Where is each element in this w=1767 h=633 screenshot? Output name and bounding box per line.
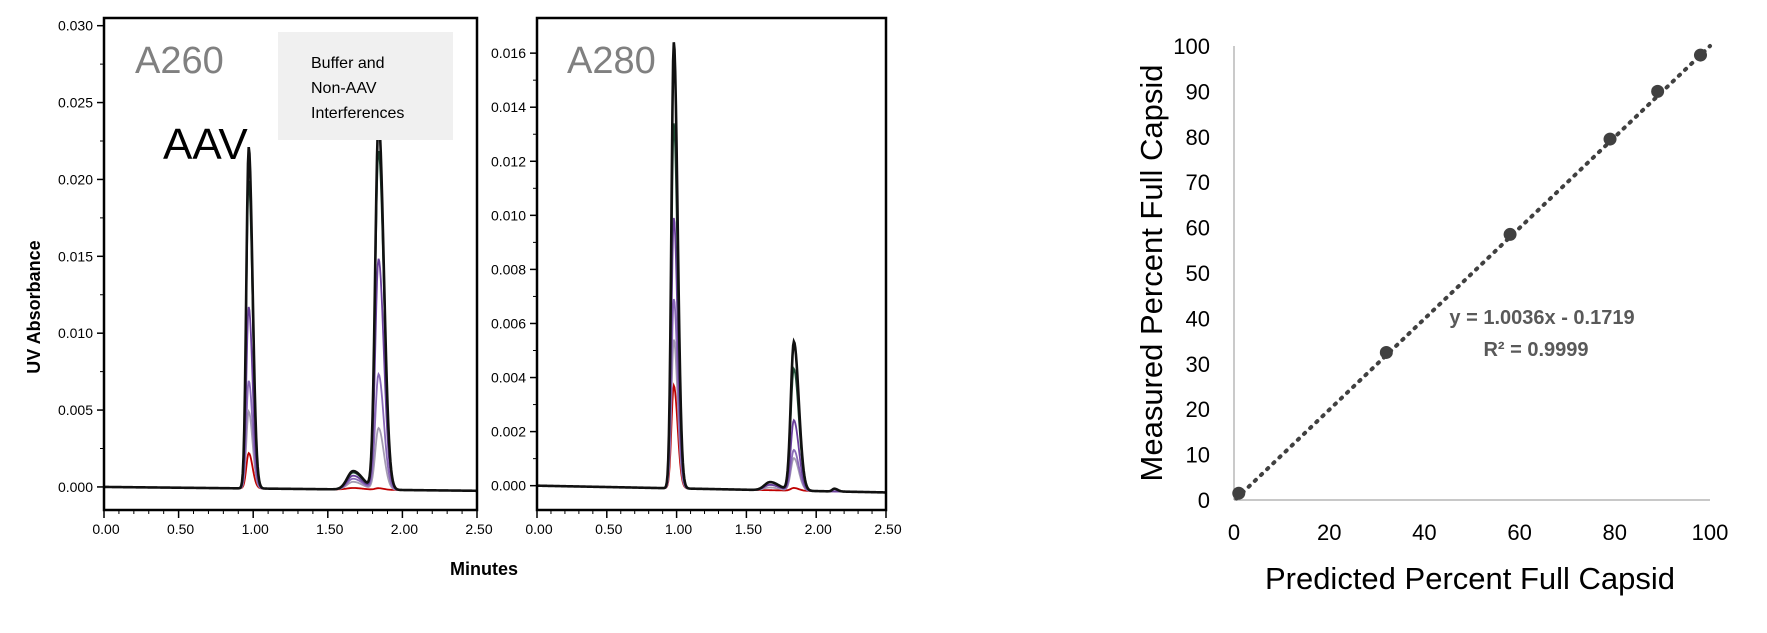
a260-trace-black: [103, 119, 478, 493]
a280-trace-green: [536, 123, 887, 494]
a280-trace-purple: [536, 217, 887, 494]
scatter-y-tick-label: 80: [1186, 125, 1210, 150]
scatter-point: [1651, 84, 1665, 98]
a280-panel-label: A280: [567, 40, 656, 82]
a260-y-tick-label: 0.005: [58, 402, 93, 418]
scatter-point: [1603, 132, 1617, 146]
a260-trace-violet: [103, 371, 478, 492]
trendline-dotted: [1234, 44, 1712, 501]
a280-x-tick-label: 2.00: [805, 521, 832, 537]
a280-x-tick-label: 1.00: [665, 521, 692, 537]
a280-frame: [535, 16, 888, 512]
scatter-x-tick-label: 100: [1692, 520, 1729, 545]
scatter-x-tick-label: 0: [1228, 520, 1240, 545]
scatter-point: [1693, 48, 1707, 62]
r-squared-label: R² = 0.9999: [1483, 339, 1588, 361]
scatter-x-tick-label: 60: [1507, 520, 1531, 545]
scatter-x-axis-label: Predicted Percent Full Capsid: [1265, 561, 1675, 596]
aav-annotation: AAV: [163, 120, 248, 169]
a260-y-tick-label: 0.000: [58, 479, 93, 495]
scatter-y-tick-label: 10: [1186, 443, 1210, 468]
a280-x-tick-label: 0.00: [525, 521, 552, 537]
a280-y-tick-label: 0.010: [491, 207, 526, 223]
a280-y-tick-label: 0.016: [491, 45, 526, 61]
scatter-y-tick-label: 30: [1186, 352, 1210, 377]
scatter-trendline: [1234, 44, 1712, 501]
interference-box: [278, 32, 453, 140]
scatter-point: [1503, 227, 1517, 241]
scatter-x-tick-label: 40: [1412, 520, 1436, 545]
scatter-y-tick-label: 100: [1173, 34, 1210, 59]
a260-panel-label: A260: [135, 40, 224, 82]
a260-x-tick-label: 0.50: [167, 521, 194, 537]
a280-trace-red: [536, 382, 887, 494]
a280-x-tick-label: 1.50: [735, 521, 762, 537]
a280-y-tick-label: 0.012: [491, 153, 526, 169]
a260-trace-purple: [103, 258, 478, 492]
scatter-y-tick-label: 50: [1186, 261, 1210, 286]
a260-x-tick-label: 2.50: [465, 521, 492, 537]
a260-x-tick-label: 0.00: [92, 521, 119, 537]
scatter-y-tick-label: 60: [1186, 216, 1210, 241]
a260-x-tick-label: 1.00: [242, 521, 269, 537]
a280-y-tick-label: 0.006: [491, 315, 526, 331]
a280-trace-black: [536, 42, 887, 494]
scatter-y-tick-label: 20: [1186, 397, 1210, 422]
scatter-x-tick-label: 80: [1603, 520, 1627, 545]
a260-x-tick-label: 1.50: [316, 521, 343, 537]
scatter-y-tick-label: 0: [1198, 488, 1210, 513]
uv-absorbance-axis-label: UV Absorbance: [24, 240, 44, 373]
interference-box-line-2: Non-AAV: [311, 80, 377, 97]
a280-x-tick-label: 2.50: [874, 521, 901, 537]
a260-y-tick-label: 0.025: [58, 95, 93, 111]
a260-trace-green: [103, 150, 478, 492]
a280-trace-gray: [536, 339, 887, 494]
minutes-axis-label: Minutes: [450, 559, 518, 579]
scatter-y-axis-label: Measured Percent Full Capsid: [1134, 65, 1169, 482]
a280-y-tick-label: 0.008: [491, 261, 526, 277]
scatter-y-tick-label: 40: [1186, 306, 1210, 331]
a280-y-tick-label: 0.004: [491, 370, 526, 386]
scatter-y-tick-label: 90: [1186, 79, 1210, 104]
scatter-points: [1232, 48, 1707, 500]
a260-traces: [103, 119, 478, 493]
a280-y-tick-label: 0.000: [491, 478, 526, 494]
scatter-x-tick-label: 20: [1317, 520, 1341, 545]
a280-traces: [536, 42, 887, 494]
a280-panel: 0.000 0.002 0.004 0.006 0.008 0.010 0.012 0.014…: [491, 16, 902, 537]
interference-box-line-1: Buffer and: [311, 55, 385, 72]
a280-y-tick-label: 0.014: [491, 99, 526, 115]
scatter-axes: 0 10 20 30 40 50 60 70 80 90 100 0 20 40 60 80 100: [1173, 34, 1728, 545]
a260-y-tick-label: 0.020: [58, 171, 93, 187]
a280-trace-violet: [536, 298, 887, 494]
a260-x-tick-label: 2.00: [391, 521, 418, 537]
a260-y-tick-label: 0.010: [58, 325, 93, 341]
scatter-point: [1232, 486, 1246, 500]
scatter-point: [1379, 345, 1393, 359]
a260-trace-gray: [103, 408, 478, 492]
a280-y-tick-label: 0.002: [491, 424, 526, 440]
a280-x-tick-label: 0.50: [595, 521, 622, 537]
a260-frame: [102, 16, 479, 512]
trendline-equation: y = 1.0036x - 0.1719: [1449, 307, 1634, 329]
a260-trace-red: [103, 451, 478, 492]
a260-y-tick-label: 0.015: [58, 248, 93, 264]
a280-axes: 0.000 0.002 0.004 0.006 0.008 0.010 0.012 0.014…: [491, 45, 902, 537]
capsid-scatter-plot: 0 10 20 30 40 50 60 70 80 90 100 0 20 40 60 80 100 y = 1…: [1134, 34, 1728, 596]
interference-box-line-3: Interferences: [311, 105, 404, 122]
a260-y-tick-label: 0.030: [58, 18, 93, 34]
a260-panel: 0.000 0.005 0.010 0.015 0.020 0.025 0.030 0.00 0…: [58, 16, 493, 537]
scatter-y-tick-label: 70: [1186, 170, 1210, 195]
